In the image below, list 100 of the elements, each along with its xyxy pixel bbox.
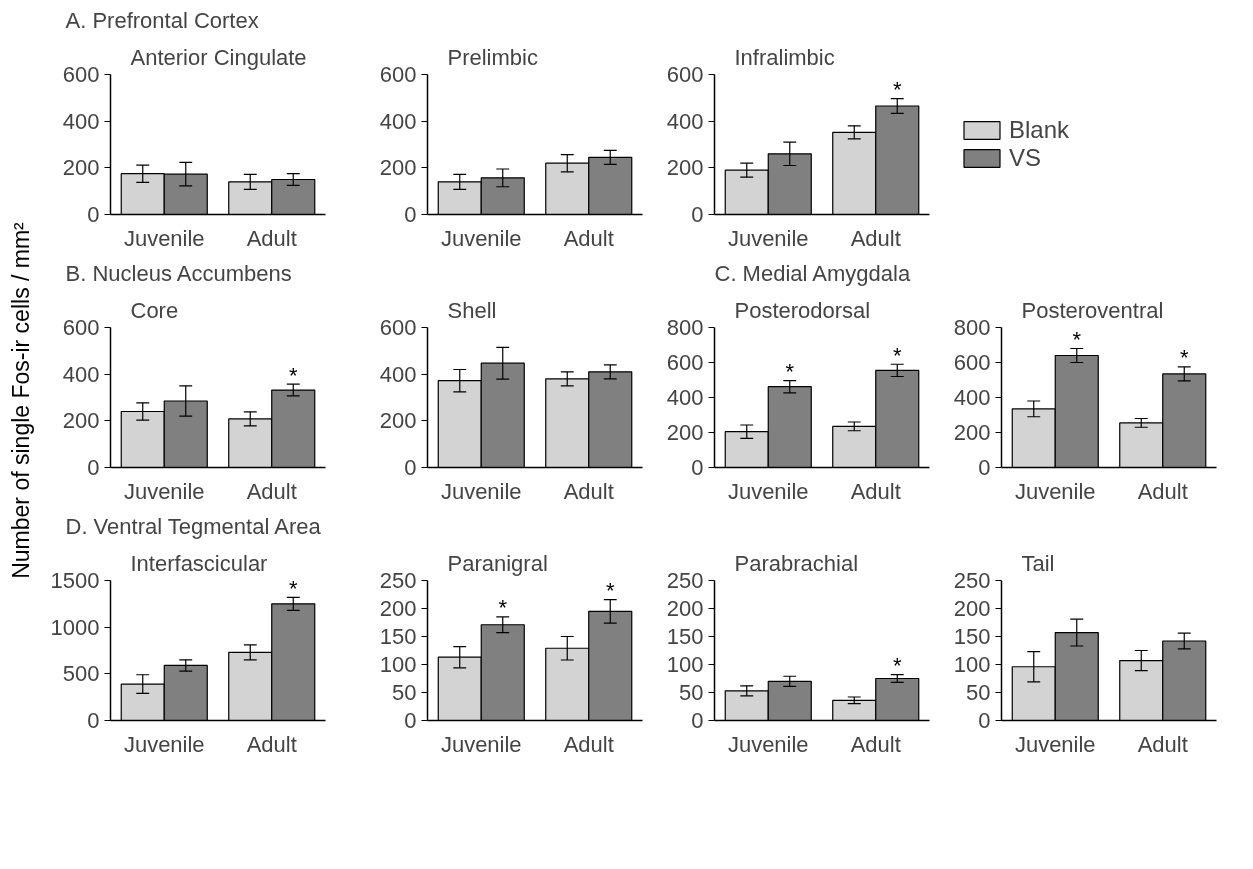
- y-tick-label: 200: [953, 596, 991, 621]
- chart-subtitle: Infralimbic: [734, 44, 835, 70]
- x-tick-label: Juvenile: [727, 225, 809, 251]
- y-tick-label: 200: [62, 408, 100, 434]
- y-tick-label: 400: [953, 385, 991, 410]
- annotation: *: [1179, 345, 1189, 371]
- x-tick-label: Juvenile: [440, 478, 522, 504]
- y-tick-label: 0: [978, 455, 991, 480]
- annotation: *: [892, 342, 902, 368]
- y-tick-label: 500: [62, 661, 100, 687]
- y-tick-label: 250: [666, 568, 704, 593]
- y-tick-label: 50: [392, 680, 417, 705]
- y-axis-title: Number of single Fos-ir cells / mm²: [7, 221, 34, 579]
- y-tick-label: 600: [666, 350, 704, 375]
- y-tick-label: 200: [666, 155, 704, 181]
- chart-subtitle: Tail: [1021, 550, 1055, 576]
- y-tick-label: 250: [953, 568, 991, 593]
- annotation: *: [892, 653, 902, 679]
- x-tick-label: Adult: [563, 225, 614, 251]
- y-tick-label: 200: [666, 596, 704, 621]
- y-tick-label: 150: [666, 624, 704, 649]
- annotation: *: [892, 77, 902, 103]
- y-tick-label: 0: [404, 455, 417, 480]
- x-tick-label: Juvenile: [440, 225, 522, 251]
- y-tick-label: 0: [691, 202, 704, 227]
- y-tick-label: 0: [87, 708, 100, 733]
- y-tick-label: 0: [404, 708, 417, 733]
- y-tick-label: 200: [666, 420, 704, 445]
- y-tick-label: 250: [379, 568, 417, 593]
- y-tick-label: 600: [666, 62, 704, 87]
- chart-subtitle: Interfascicular: [130, 550, 268, 576]
- y-tick-label: 50: [966, 680, 991, 705]
- y-tick-label: 100: [379, 652, 417, 677]
- chart-title: D. Ventral Tegmental Area: [65, 513, 322, 539]
- y-tick-label: 800: [666, 315, 704, 340]
- x-tick-label: Juvenile: [1014, 478, 1096, 504]
- y-tick-label: 200: [379, 155, 417, 181]
- x-tick-label: Juvenile: [123, 478, 205, 504]
- x-tick-label: Adult: [850, 478, 901, 504]
- x-tick-label: Juvenile: [727, 731, 809, 757]
- y-tick-label: 600: [379, 62, 417, 87]
- annotation: *: [288, 362, 298, 388]
- y-tick-label: 600: [62, 315, 100, 340]
- chart-subtitle: Posterodorsal: [734, 297, 871, 323]
- x-tick-label: Adult: [850, 225, 901, 251]
- x-tick-label: Adult: [246, 225, 297, 251]
- x-tick-label: Adult: [246, 478, 297, 504]
- chart-subtitle: Shell: [447, 297, 497, 323]
- x-tick-label: Adult: [850, 731, 901, 757]
- chart-subtitle: Core: [130, 297, 179, 323]
- y-tick-label: 400: [666, 385, 704, 410]
- y-tick-label: 200: [379, 408, 417, 434]
- y-tick-label: 1000: [50, 614, 100, 640]
- y-tick-label: 400: [379, 108, 417, 134]
- y-tick-label: 0: [87, 202, 100, 227]
- x-tick-label: Adult: [563, 478, 614, 504]
- y-tick-label: 150: [379, 624, 417, 649]
- chart-subtitle: Parabrachial: [734, 550, 859, 576]
- x-tick-label: Juvenile: [440, 731, 522, 757]
- chart-title: B. Nucleus Accumbens: [65, 260, 292, 286]
- x-tick-label: Juvenile: [727, 478, 809, 504]
- y-tick-label: 600: [953, 350, 991, 375]
- y-tick-label: 400: [62, 108, 100, 134]
- y-tick-label: 50: [679, 680, 704, 705]
- x-tick-label: Juvenile: [1014, 731, 1096, 757]
- annotation: *: [605, 578, 615, 604]
- y-tick-label: 0: [404, 202, 417, 227]
- y-tick-label: 0: [691, 708, 704, 733]
- y-tick-label: 200: [953, 420, 991, 445]
- chart-subtitle: Paranigral: [447, 550, 548, 576]
- y-tick-label: 400: [62, 361, 100, 387]
- x-tick-label: Juvenile: [123, 225, 205, 251]
- annotation: *: [498, 595, 508, 621]
- legend-label: Blank: [1009, 116, 1070, 144]
- y-tick-label: 800: [953, 315, 991, 340]
- legend-label: VS: [1009, 144, 1042, 172]
- y-tick-label: 100: [953, 652, 991, 677]
- y-tick-label: 0: [87, 455, 100, 480]
- annotation: *: [288, 575, 298, 601]
- y-tick-label: 0: [691, 455, 704, 480]
- y-tick-label: 200: [62, 155, 100, 181]
- annotation: *: [785, 359, 795, 385]
- y-tick-label: 600: [62, 62, 100, 87]
- y-tick-label: 400: [666, 108, 704, 134]
- y-tick-label: 0: [978, 708, 991, 733]
- y-tick-label: 200: [379, 596, 417, 621]
- x-tick-label: Adult: [1137, 731, 1188, 757]
- chart-subtitle: Prelimbic: [447, 44, 538, 70]
- x-tick-label: Juvenile: [123, 731, 205, 757]
- chart-title: C. Medial Amygdala: [714, 260, 911, 286]
- y-tick-label: 1500: [50, 568, 100, 593]
- y-tick-label: 100: [666, 652, 704, 677]
- y-tick-label: 150: [953, 624, 991, 649]
- y-tick-label: 400: [379, 361, 417, 387]
- chart-subtitle: Anterior Cingulate: [130, 44, 307, 70]
- chart-subtitle: Posteroventral: [1021, 297, 1164, 323]
- x-tick-label: Adult: [246, 731, 297, 757]
- x-tick-label: Adult: [1137, 478, 1188, 504]
- y-tick-label: 600: [379, 315, 417, 340]
- annotation: *: [1072, 327, 1082, 352]
